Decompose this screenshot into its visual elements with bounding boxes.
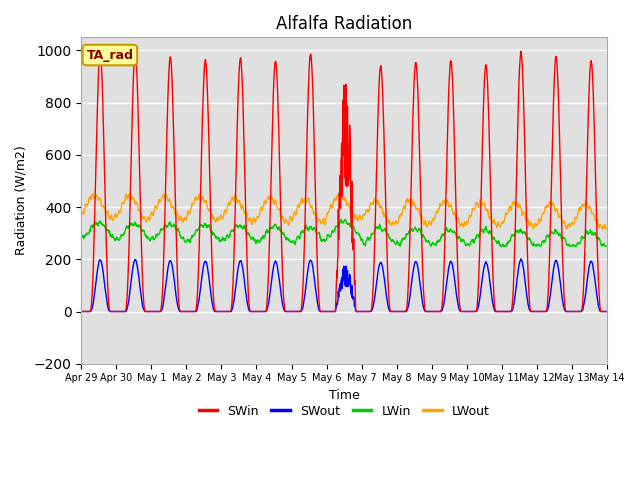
LWin: [337, 216, 345, 222]
SWout: [603, 309, 611, 314]
SWout: [181, 309, 189, 314]
SWin: [603, 309, 611, 314]
Text: TA_rad: TA_rad: [86, 48, 133, 61]
Line: SWin: SWin: [81, 51, 607, 312]
LWin: [541, 239, 549, 245]
LWout: [337, 189, 345, 195]
SWout: [517, 256, 525, 262]
SWout: [426, 309, 433, 314]
LWout: [603, 225, 611, 231]
SWin: [517, 48, 525, 54]
LWout: [253, 214, 260, 220]
SWout: [541, 309, 548, 314]
LWout: [426, 219, 433, 225]
Line: LWout: LWout: [81, 192, 607, 229]
LWin: [426, 241, 434, 247]
LWout: [541, 208, 548, 214]
LWin: [603, 243, 611, 249]
LWin: [253, 238, 260, 244]
SWin: [253, 309, 260, 314]
SWin: [77, 309, 85, 314]
SWin: [194, 277, 202, 283]
Y-axis label: Radiation (W/m2): Radiation (W/m2): [15, 145, 28, 255]
LWout: [495, 219, 502, 225]
LWin: [495, 240, 502, 246]
LWin: [181, 239, 189, 245]
SWin: [181, 309, 189, 314]
LWin: [77, 234, 85, 240]
SWout: [253, 309, 260, 314]
LWout: [77, 213, 85, 219]
LWout: [598, 227, 606, 232]
Legend: SWin, SWout, LWin, LWout: SWin, SWout, LWin, LWout: [193, 400, 495, 423]
X-axis label: Time: Time: [329, 389, 360, 402]
Line: SWout: SWout: [81, 259, 607, 312]
LWout: [181, 216, 189, 221]
LWin: [194, 227, 202, 233]
SWin: [426, 309, 433, 314]
Line: LWin: LWin: [81, 219, 607, 246]
SWout: [194, 302, 202, 308]
Title: Alfalfa Radiation: Alfalfa Radiation: [276, 15, 412, 33]
SWout: [77, 309, 85, 314]
SWin: [494, 309, 502, 314]
LWin: [396, 243, 404, 249]
SWout: [494, 309, 502, 314]
LWout: [194, 196, 202, 202]
SWin: [541, 309, 548, 314]
